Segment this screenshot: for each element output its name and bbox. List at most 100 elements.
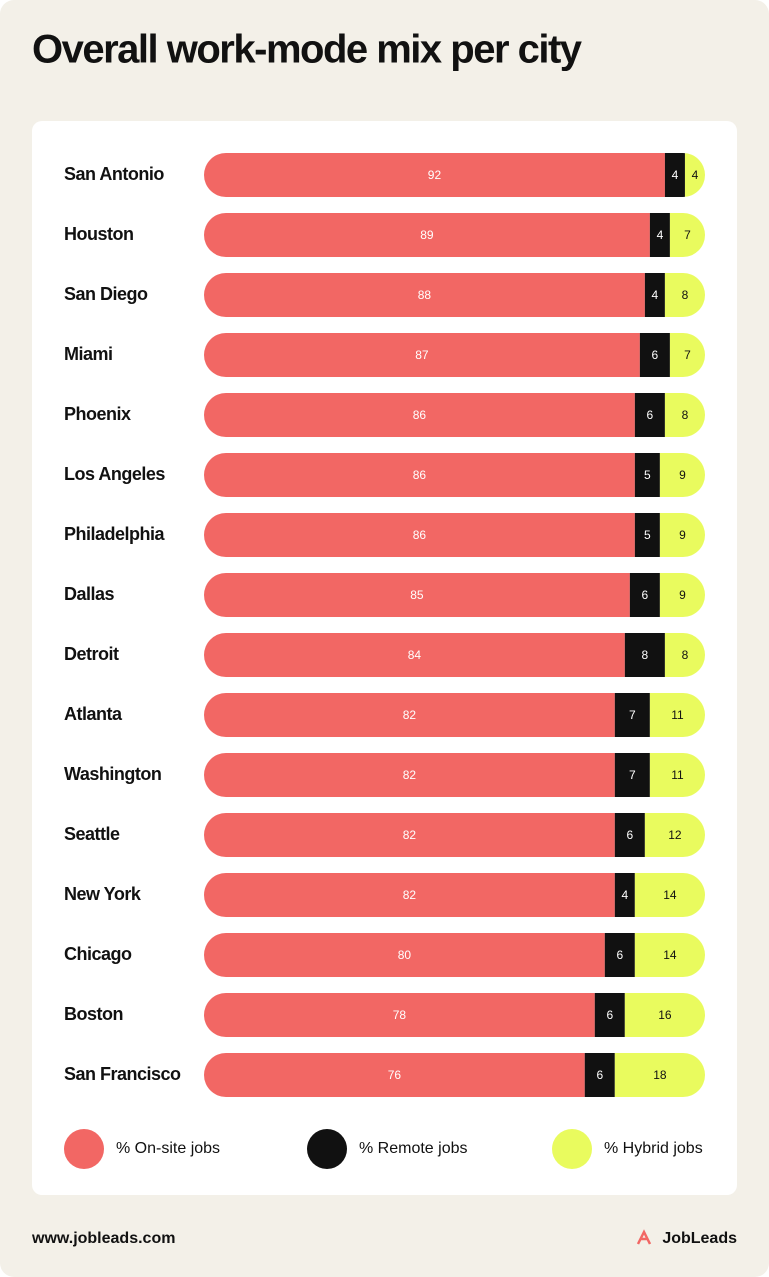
category-label: San Antonio bbox=[64, 164, 164, 184]
bar-segment bbox=[204, 273, 645, 317]
category-label: Miami bbox=[64, 344, 113, 364]
bar-segment bbox=[204, 993, 595, 1037]
bar-segment bbox=[664, 633, 705, 677]
bar-row bbox=[204, 213, 705, 257]
category-label: Detroit bbox=[64, 644, 119, 664]
value-label: 82 bbox=[403, 828, 417, 842]
bar-row bbox=[204, 873, 705, 917]
value-label: 18 bbox=[653, 1068, 667, 1082]
value-label: 6 bbox=[642, 588, 649, 602]
value-label: 4 bbox=[672, 168, 679, 182]
bar-segment bbox=[204, 213, 650, 257]
bar-segment bbox=[614, 1053, 705, 1097]
bar-segment bbox=[204, 693, 615, 737]
bar-row bbox=[204, 813, 705, 857]
source: www.jobleads.com bbox=[31, 1230, 175, 1247]
bar-segment bbox=[649, 693, 705, 737]
value-label: 14 bbox=[663, 948, 677, 962]
bar-segment bbox=[664, 153, 685, 197]
bar-segment bbox=[634, 933, 705, 977]
bar-segment bbox=[644, 273, 665, 317]
bar-segment bbox=[204, 1053, 585, 1097]
bar-segment bbox=[604, 933, 635, 977]
value-label: 11 bbox=[671, 768, 684, 782]
value-label: 11 bbox=[671, 708, 684, 722]
bar-row bbox=[204, 993, 705, 1037]
value-label: 86 bbox=[413, 408, 427, 422]
bar-segment bbox=[204, 393, 635, 437]
bar-segment bbox=[669, 213, 705, 257]
value-label: 9 bbox=[679, 588, 686, 602]
value-label: 78 bbox=[393, 1008, 407, 1022]
bar-segment bbox=[659, 453, 705, 497]
bar-segment bbox=[634, 873, 705, 917]
bar-segment bbox=[204, 153, 665, 197]
value-label: 7 bbox=[629, 708, 636, 722]
bar-segment bbox=[594, 993, 625, 1037]
value-label: 6 bbox=[627, 828, 634, 842]
bar-segment bbox=[639, 333, 670, 377]
value-label: 6 bbox=[647, 408, 654, 422]
value-label: 80 bbox=[398, 948, 412, 962]
value-label: 8 bbox=[682, 408, 689, 422]
bar-segment bbox=[204, 633, 625, 677]
bar-segment bbox=[614, 813, 645, 857]
category-label: Chicago bbox=[64, 944, 132, 964]
bar-segment bbox=[684, 153, 705, 197]
bar-segment bbox=[204, 753, 615, 797]
value-label: 9 bbox=[679, 468, 686, 482]
value-label: 5 bbox=[644, 468, 651, 482]
bar-segment bbox=[204, 513, 635, 557]
value-label: 88 bbox=[418, 288, 432, 302]
bar-segment bbox=[614, 693, 650, 737]
value-label: 16 bbox=[658, 1008, 672, 1022]
value-label: 87 bbox=[415, 348, 429, 362]
bar-segment bbox=[204, 813, 615, 857]
category-label: Houston bbox=[64, 224, 133, 244]
bar-segment bbox=[204, 333, 640, 377]
bar-segment bbox=[664, 273, 705, 317]
bar-segment bbox=[659, 513, 705, 557]
bar-row bbox=[204, 1053, 705, 1097]
value-label: 4 bbox=[657, 228, 664, 242]
value-label: 8 bbox=[682, 648, 689, 662]
bar-row bbox=[204, 453, 705, 497]
category-label: Atlanta bbox=[64, 704, 123, 724]
value-label: 8 bbox=[682, 288, 689, 302]
legend-label: % Remote jobs bbox=[359, 1140, 468, 1157]
bar-row bbox=[204, 273, 705, 317]
value-label: 6 bbox=[606, 1008, 613, 1022]
bar-row bbox=[204, 513, 705, 557]
value-label: 6 bbox=[652, 348, 659, 362]
bar-segment bbox=[624, 993, 705, 1037]
value-label: 4 bbox=[621, 888, 628, 902]
value-label: 92 bbox=[428, 168, 442, 182]
value-label: 86 bbox=[413, 468, 427, 482]
bar-segment bbox=[204, 933, 605, 977]
bar-row bbox=[204, 333, 705, 377]
bar-segment bbox=[204, 573, 630, 617]
category-label: Boston bbox=[64, 1004, 123, 1024]
bar-segment bbox=[624, 633, 665, 677]
bar-segment bbox=[614, 753, 650, 797]
bar-row bbox=[204, 933, 705, 977]
value-label: 8 bbox=[642, 648, 649, 662]
value-label: 4 bbox=[692, 168, 699, 182]
value-label: 84 bbox=[408, 648, 422, 662]
legend-label: % On-site jobs bbox=[116, 1140, 220, 1157]
value-label: 9 bbox=[679, 528, 686, 542]
value-label: 7 bbox=[684, 348, 691, 362]
category-label: San Diego bbox=[64, 284, 148, 304]
bar-segment bbox=[204, 873, 615, 917]
bar-segment bbox=[634, 513, 660, 557]
bar-row bbox=[204, 573, 705, 617]
value-label: 5 bbox=[644, 528, 651, 542]
bar-segment bbox=[644, 813, 705, 857]
category-label: Washington bbox=[64, 764, 161, 784]
bar-row bbox=[204, 753, 705, 797]
category-label: New York bbox=[64, 884, 142, 904]
bar-row bbox=[204, 693, 705, 737]
value-label: 82 bbox=[403, 888, 417, 902]
